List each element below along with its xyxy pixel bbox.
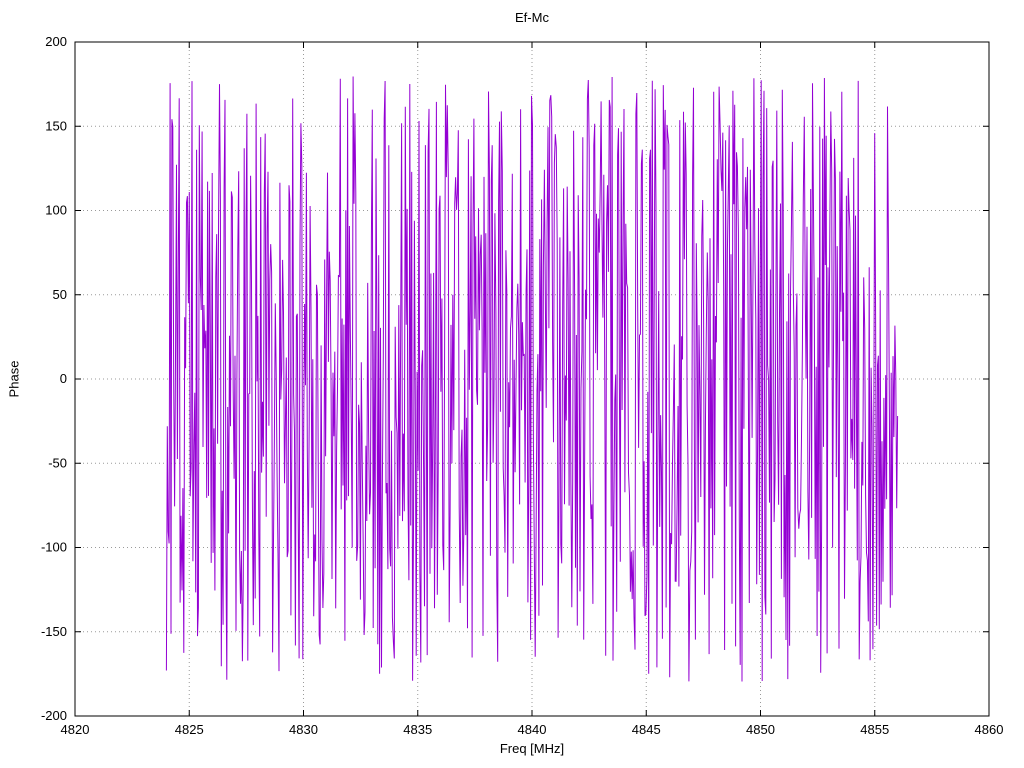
x-tick-label: 4845 xyxy=(632,722,661,737)
chart-title: Ef-Mc xyxy=(515,10,549,25)
x-tick-label: 4830 xyxy=(289,722,318,737)
y-tick-label: 200 xyxy=(45,34,67,49)
x-tick-label: 4820 xyxy=(61,722,90,737)
y-tick-label: -50 xyxy=(48,455,67,470)
x-tick-label: 4855 xyxy=(860,722,889,737)
series-line xyxy=(165,76,899,682)
x-tick-label: 4835 xyxy=(403,722,432,737)
y-tick-label: -100 xyxy=(41,540,67,555)
y-tick-label: 100 xyxy=(45,203,67,218)
x-tick-label: 4860 xyxy=(975,722,1004,737)
x-tick-label: 4825 xyxy=(175,722,204,737)
x-tick-label: 4840 xyxy=(518,722,547,737)
y-tick-label: 150 xyxy=(45,118,67,133)
y-tick-label: 0 xyxy=(60,371,67,386)
x-axis-label: Freq [MHz] xyxy=(499,741,565,756)
y-tick-label: -150 xyxy=(41,624,67,639)
y-tick-label: 50 xyxy=(53,287,67,302)
y-tick-label: -200 xyxy=(41,708,67,723)
x-tick-label: 4850 xyxy=(746,722,775,737)
